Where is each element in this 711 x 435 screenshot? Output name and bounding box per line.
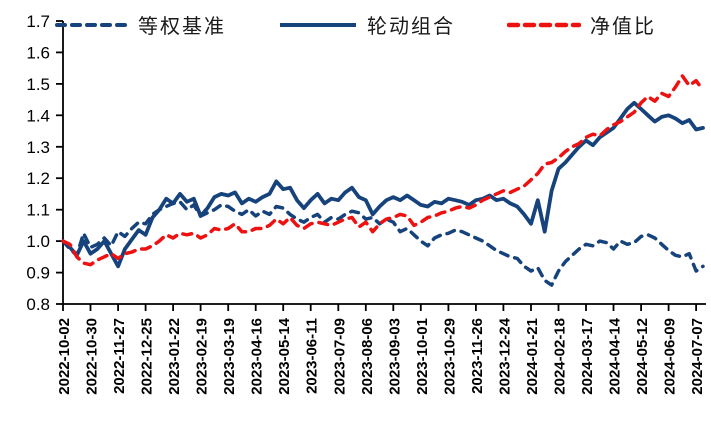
axes <box>62 21 706 305</box>
legend-label-rotation: 轮动组合 <box>367 16 455 38</box>
benchmark-dashed-line-icon <box>55 22 129 27</box>
x-tick-label: 2024-02-18 <box>552 318 569 395</box>
y-axis-labels: 0.8 0.9 1.0 1.1 1.2 1.3 1.4 1.5 1.6 1.7 <box>26 12 50 314</box>
x-tick-label: 2023-12-24 <box>496 317 513 394</box>
x-tick-label: 2024-06-09 <box>662 318 679 395</box>
ratio-dashed-line-icon <box>507 22 581 27</box>
y-tick-label: 1.6 <box>26 43 50 62</box>
rotation-solid-line-icon <box>280 22 356 27</box>
x-tick-label: 2023-05-14 <box>276 317 293 394</box>
x-tick-label: 2023-02-19 <box>194 318 211 395</box>
y-tick-label: 0.9 <box>26 264 50 283</box>
x-tick-label: 2024-07-07 <box>689 318 706 395</box>
legend-item-rotation: 轮动组合 <box>278 10 455 39</box>
x-tick-label: 2023-10-01 <box>414 318 431 395</box>
y-tick-label: 0.8 <box>26 295 50 314</box>
series-line-ratio <box>61 74 705 267</box>
x-tick-label: 2023-11-26 <box>469 318 486 394</box>
x-tick-label: 2024-05-12 <box>634 318 651 395</box>
x-tick-label: 2024-03-17 <box>579 318 596 395</box>
x-tick-label: 2023-01-22 <box>166 318 183 395</box>
series-line-benchmark <box>61 200 705 287</box>
x-tick-label: 2022-10-02 <box>56 318 73 395</box>
legend-label-ratio: 净值比 <box>590 16 656 38</box>
x-tick-label: 2023-09-03 <box>386 318 403 395</box>
y-tick-label: 1.3 <box>26 138 50 157</box>
x-tick-label: 2023-08-06 <box>359 318 376 395</box>
y-tick-label: 1.5 <box>26 75 50 94</box>
axis-ticks <box>56 20 697 311</box>
x-tick-label: 2023-04-16 <box>249 318 266 395</box>
x-tick-label: 2023-06-11 <box>304 318 321 394</box>
y-tick-label: 1.1 <box>26 201 50 220</box>
legend-item-benchmark: 等权基准 <box>55 10 226 39</box>
y-tick-label: 1.7 <box>26 12 50 31</box>
x-tick-label: 2022-12-25 <box>139 318 156 395</box>
x-tick-label: 2023-07-09 <box>331 318 348 395</box>
legend-item-ratio: 净值比 <box>507 10 656 39</box>
x-tick-label: 2023-03-19 <box>221 318 238 395</box>
x-tick-label: 2022-11-27 <box>111 318 128 394</box>
x-tick-label: 2022-10-30 <box>84 318 101 395</box>
y-tick-label: 1.2 <box>26 169 50 188</box>
x-tick-label: 2024-04-14 <box>607 317 624 394</box>
y-tick-label: 1.0 <box>26 232 50 251</box>
chart-legend: 等权基准 轮动组合 净值比 <box>0 10 711 39</box>
x-axis-labels: 2022-10-02 2022-10-30 2022-11-27 2022-12-25… <box>56 317 706 394</box>
legend-label-benchmark: 等权基准 <box>138 16 226 38</box>
series-line-rotation <box>61 100 705 269</box>
x-tick-label: 2024-01-21 <box>524 318 541 395</box>
y-tick-label: 1.4 <box>26 106 50 125</box>
x-tick-label: 2023-10-29 <box>441 318 458 395</box>
